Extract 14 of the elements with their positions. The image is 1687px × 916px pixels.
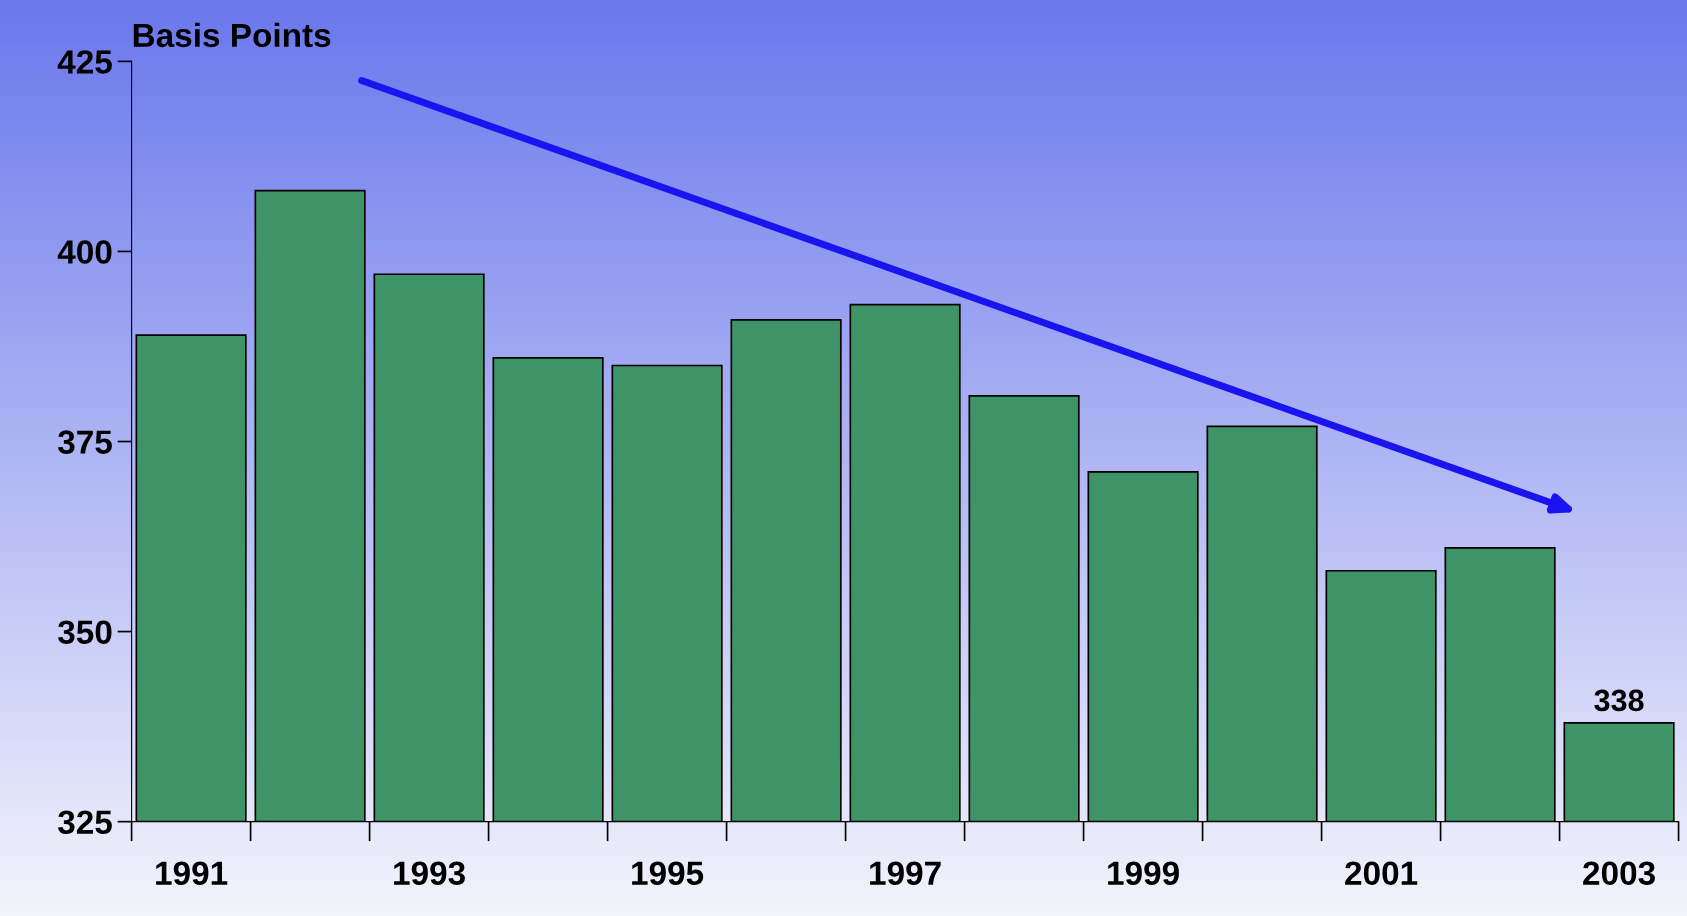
y-tick-label: 425 (57, 50, 112, 74)
y-tick-label: 325 (57, 810, 112, 835)
x-tick-label: 1997 (870, 861, 941, 886)
y-tick-label: 400 (57, 240, 112, 264)
y-tick-label: 350 (57, 620, 112, 645)
y-tick-label: 375 (57, 430, 112, 454)
data-label: 338 (1594, 689, 1644, 712)
x-tick-label: 2003 (1583, 861, 1655, 886)
x-tick-label: 1993 (394, 861, 465, 886)
x-tick-label: 2001 (1345, 861, 1418, 886)
x-tick-label: 1995 (632, 861, 704, 886)
x-tick-label: 1991 (156, 861, 228, 886)
y-axis-title: Basis Points (133, 22, 331, 48)
x-tick-label: 1999 (1108, 861, 1179, 886)
